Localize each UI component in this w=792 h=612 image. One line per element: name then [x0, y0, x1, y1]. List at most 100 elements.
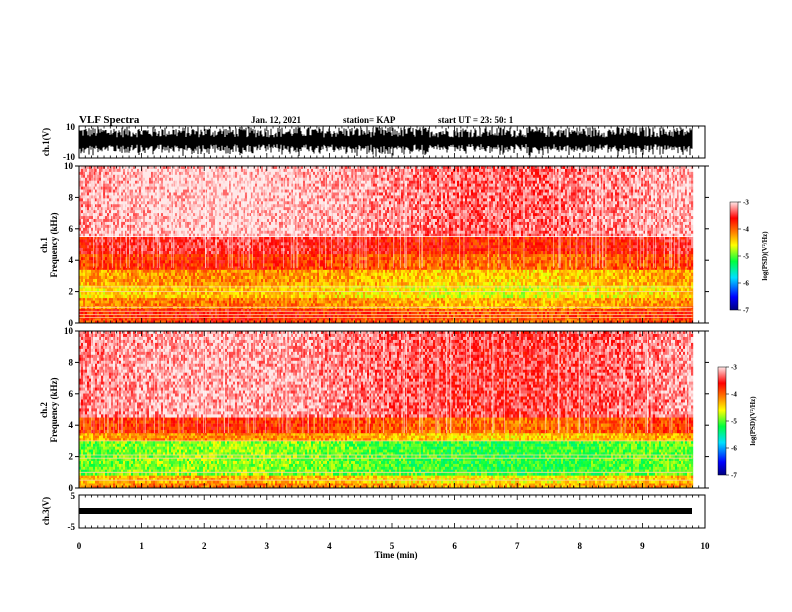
- spectrogram-cell: [179, 308, 182, 313]
- spectrogram-cell: [225, 312, 228, 316]
- spectrogram-cell: [663, 272, 666, 277]
- spectrogram-cell: [241, 300, 244, 304]
- spectrogram-cell: [403, 308, 406, 313]
- spectrogram-cell: [571, 312, 574, 316]
- spectrogram-cell: [685, 297, 688, 301]
- spectrogram-cell: [365, 320, 368, 323]
- spectrogram-cell: [497, 272, 500, 277]
- spectrogram-cell: [433, 308, 436, 313]
- spectrogram-cell: [113, 312, 116, 316]
- spectrogram-cell: [647, 297, 650, 301]
- spectrogram-cell: [421, 288, 424, 292]
- spectrogram-cell: [423, 297, 426, 301]
- spectrogram-cell: [421, 272, 424, 277]
- spectrogram-cell: [359, 303, 362, 307]
- spectrogram-cell: [143, 288, 146, 292]
- spectrogram-cell: [165, 318, 168, 321]
- spectrogram-cell: [489, 291, 492, 295]
- spectrogram-cell: [323, 291, 326, 295]
- spectrogram-cell: [271, 312, 274, 316]
- spectrogram-cell: [225, 300, 228, 304]
- spectrogram-cell: [219, 315, 222, 319]
- spectrogram-cell: [225, 318, 228, 321]
- spectrogram-cell: [125, 297, 128, 301]
- spectrogram-cell: [131, 312, 134, 316]
- spectrogram-cell: [443, 300, 446, 304]
- spectrogram-cell: [249, 291, 252, 295]
- spectrogram-cell: [85, 272, 88, 277]
- spectrogram-cell: [525, 318, 528, 321]
- spectrogram-cell: [435, 269, 438, 273]
- spectrogram-cell: [99, 275, 102, 280]
- spectrogram-cell: [127, 291, 130, 295]
- spectrogram-cell: [339, 312, 342, 316]
- spectrogram-cell: [481, 303, 484, 307]
- spectrogram-cell: [489, 297, 492, 301]
- spectrogram-cell: [347, 288, 350, 292]
- spectrogram-cell: [665, 272, 668, 277]
- spectrogram-cell: [89, 312, 92, 316]
- spectrogram-cell: [211, 312, 214, 316]
- spectrogram-cell: [423, 272, 426, 277]
- spectrogram-cell: [683, 288, 686, 292]
- spectrogram-cell: [113, 318, 116, 321]
- spectrogram-cell: [137, 300, 140, 304]
- spectrogram-cell: [427, 291, 430, 295]
- spectrogram-cell: [99, 312, 102, 316]
- spectrogram-cell: [347, 269, 350, 273]
- spectrogram-cell: [423, 275, 426, 280]
- spectrogram-cell: [329, 272, 332, 277]
- spectrogram-cell: [359, 297, 362, 301]
- spectrogram-cell: [417, 318, 420, 321]
- spectrogram-cell: [237, 300, 240, 304]
- spectrogram-cell: [673, 272, 676, 277]
- spectrogram-cell: [243, 300, 246, 304]
- spectrogram-cell: [313, 291, 316, 295]
- spectrogram-cell: [545, 318, 548, 321]
- spectrogram-cell: [277, 303, 280, 307]
- spectrogram-cell: [353, 300, 356, 304]
- spectrogram-cell: [245, 303, 248, 307]
- spectrogram-cell: [409, 297, 412, 301]
- spectrogram-cell: [193, 300, 196, 304]
- spectrogram-cell: [165, 308, 168, 313]
- spectrogram-cell: [101, 320, 104, 323]
- spectrogram-cell: [487, 320, 490, 323]
- spectrogram-cell: [375, 315, 378, 319]
- spectrogram-cell: [367, 269, 370, 273]
- spectrogram-cell: [139, 315, 142, 319]
- spectrogram-cell: [579, 315, 582, 319]
- spectrogram-cell: [451, 303, 454, 307]
- spectrogram-cell: [611, 303, 614, 307]
- spectrogram-cell: [563, 294, 566, 299]
- spectrogram-cell: [351, 303, 354, 307]
- spectrogram-cell: [447, 294, 450, 299]
- spectrogram-cell: [223, 291, 226, 295]
- spectrogram-cell: [659, 300, 662, 304]
- spectrogram-cell: [411, 297, 414, 301]
- spectrogram-cell: [459, 272, 462, 277]
- spectrogram-cell: [209, 315, 212, 319]
- spectrogram-cell: [217, 294, 220, 299]
- spectrogram-cell: [133, 288, 136, 292]
- spectrogram-cell: [519, 320, 522, 323]
- spectrogram-cell: [477, 308, 480, 313]
- spectrogram-cell: [367, 272, 370, 277]
- spectrogram-cell: [465, 320, 468, 323]
- spectrogram-cell: [227, 320, 230, 323]
- spectrogram-cell: [203, 303, 206, 307]
- spectrogram-cell: [289, 300, 292, 304]
- spectrogram-cell: [513, 303, 516, 307]
- spectrogram-cell: [181, 315, 184, 319]
- spectrogram-cell: [563, 297, 566, 301]
- spectrogram-cell: [261, 300, 264, 304]
- spectrogram-cell: [431, 288, 434, 292]
- spectrogram-cell: [213, 288, 216, 292]
- spectrogram-cell: [255, 312, 258, 316]
- spectrogram-cell: [381, 269, 384, 273]
- spectrogram-cell: [153, 275, 156, 280]
- spectrogram-cell: [185, 291, 188, 295]
- spectrogram-cell: [587, 312, 590, 316]
- spectrogram-cell: [471, 288, 474, 292]
- spectrogram-cell: [209, 272, 212, 277]
